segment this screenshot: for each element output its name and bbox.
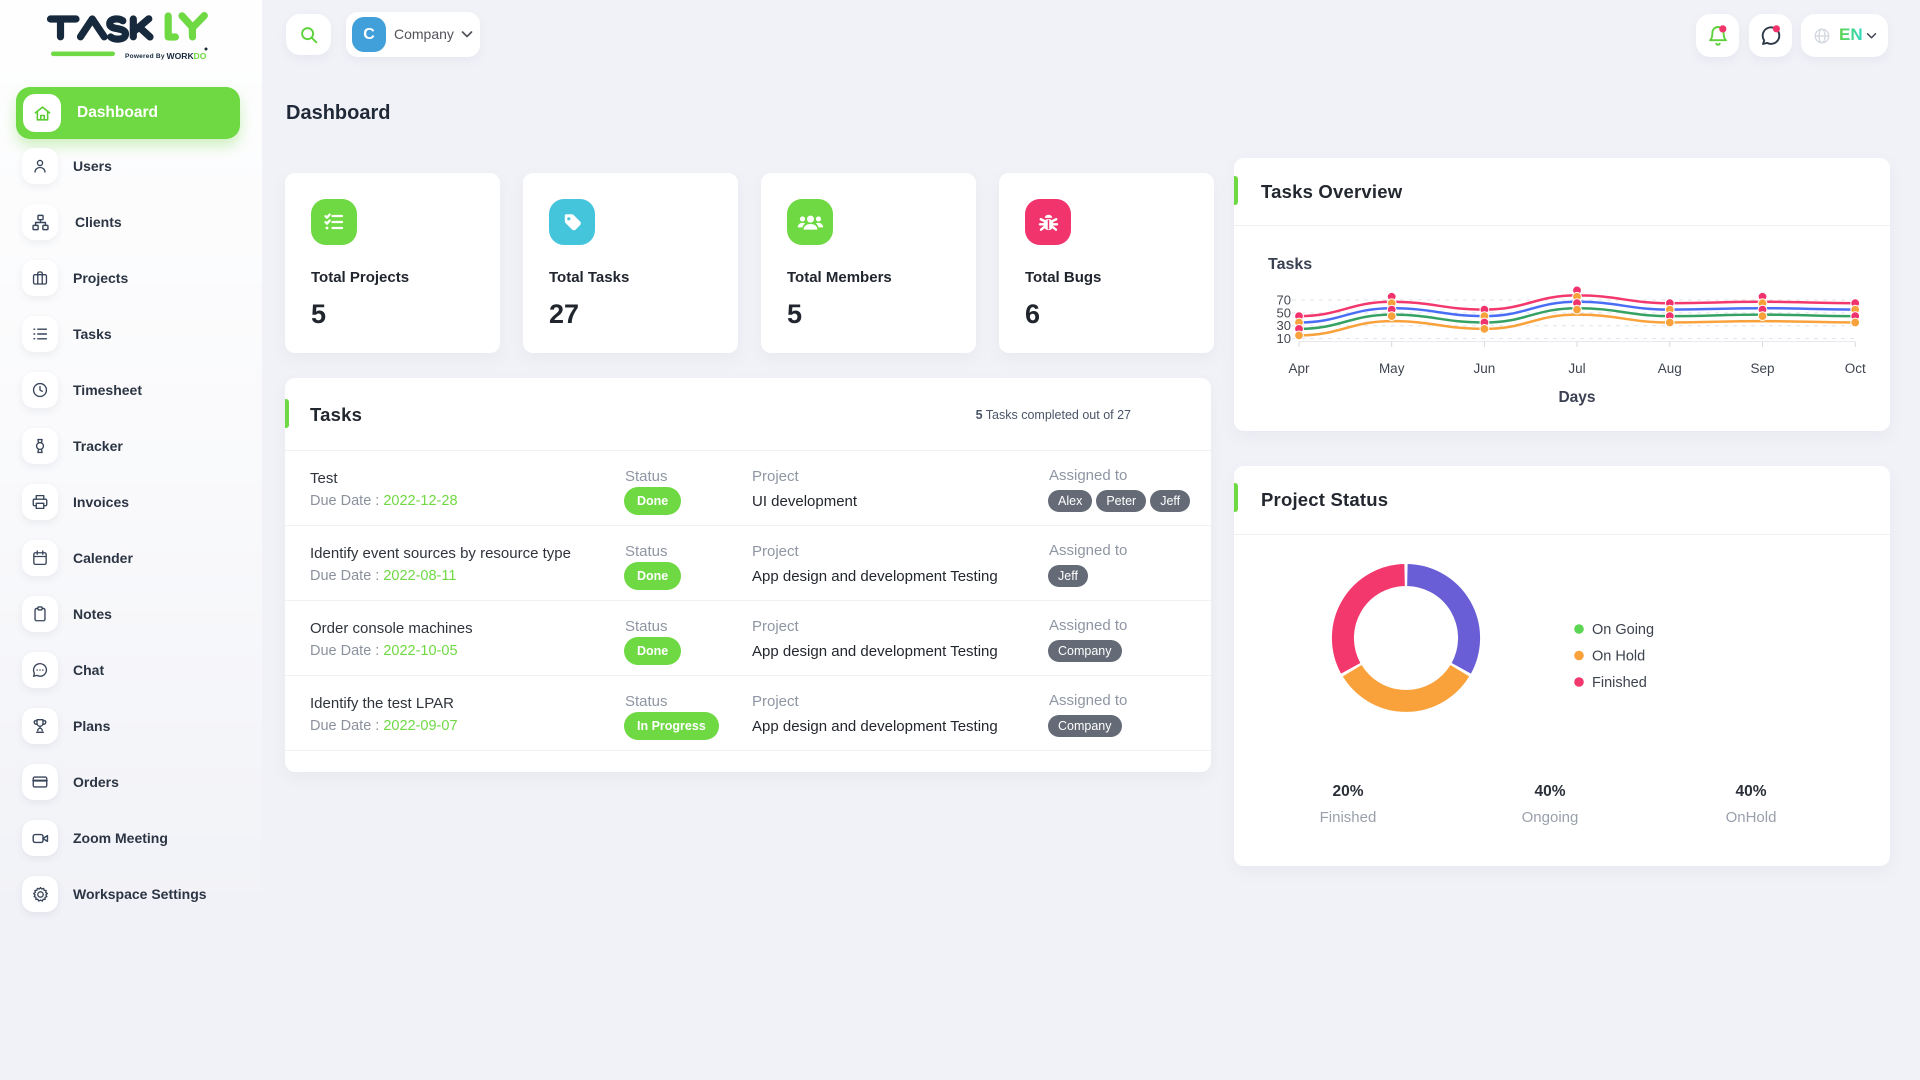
svg-text:Finished: Finished — [1592, 675, 1647, 691]
svg-text:Jul: Jul — [1568, 361, 1585, 376]
svg-text:Oct: Oct — [1845, 361, 1866, 376]
svg-text:Sep: Sep — [1750, 361, 1774, 376]
svg-text:70: 70 — [1277, 293, 1291, 308]
svg-text:On Going: On Going — [1592, 622, 1654, 638]
svg-text:Jun: Jun — [1474, 361, 1496, 376]
svg-text:DO: DO — [194, 51, 207, 61]
svg-text:10: 10 — [1277, 331, 1291, 346]
svg-text:Days: Days — [1558, 389, 1595, 406]
svg-text:Apr: Apr — [1288, 361, 1310, 376]
svg-text:On Hold: On Hold — [1592, 649, 1645, 665]
svg-text:May: May — [1379, 361, 1405, 376]
svg-text:Powered By: Powered By — [125, 53, 165, 60]
svg-text:50: 50 — [1277, 305, 1291, 320]
svg-text:WORK: WORK — [167, 51, 195, 61]
svg-text:Tasks: Tasks — [1268, 256, 1312, 273]
svg-text:30: 30 — [1277, 318, 1291, 333]
svg-text:Aug: Aug — [1658, 361, 1682, 376]
